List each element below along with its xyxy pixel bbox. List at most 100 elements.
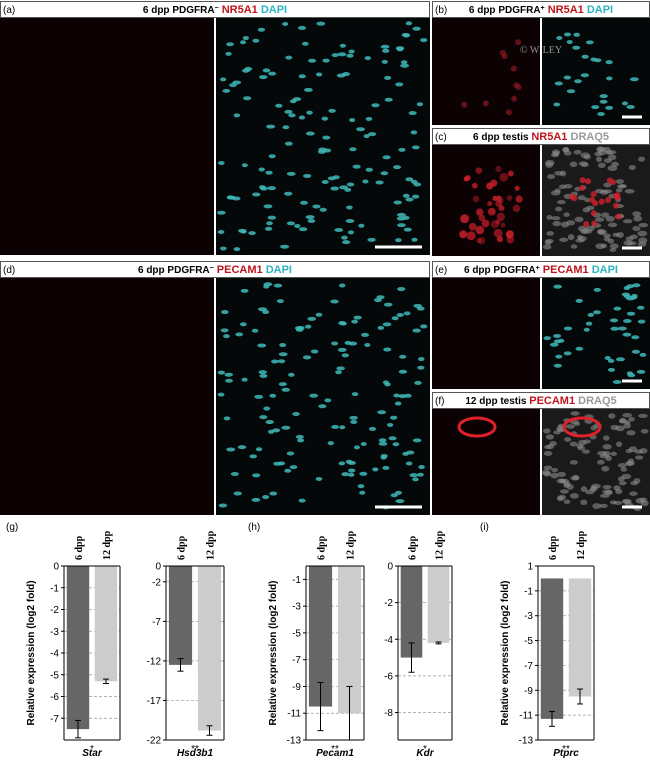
- nucleus: [575, 346, 584, 351]
- x-tick-label: 12 dpp: [206, 530, 217, 560]
- nucleus: [230, 471, 239, 476]
- nucleus: [350, 420, 358, 425]
- nucleus: [613, 306, 622, 311]
- nucleus: [263, 406, 271, 411]
- nucleus: [348, 49, 355, 54]
- cell: [475, 225, 485, 235]
- nucleus: [411, 237, 418, 242]
- nucleus: [403, 311, 411, 316]
- nucleus: [575, 238, 585, 243]
- nucleus: [327, 441, 334, 446]
- y-axis-label: Relative expression (log2 fold): [268, 580, 279, 725]
- nucleus: [623, 422, 632, 429]
- nucleus: [233, 491, 242, 496]
- nucleus: [298, 115, 306, 120]
- nucleus: [267, 186, 276, 191]
- x-axis-label: Ptprc: [553, 748, 579, 759]
- nucleus: [593, 287, 602, 292]
- y-tick-label: -8: [384, 708, 393, 719]
- nucleus: [365, 116, 373, 121]
- nucleus: [252, 38, 260, 43]
- y-tick-label: -9: [524, 686, 533, 697]
- nucleus: [226, 42, 234, 47]
- panel-label: (h): [248, 522, 260, 533]
- cell: [499, 172, 509, 182]
- nucleus: [633, 478, 641, 484]
- nucleus: [284, 191, 293, 196]
- nucleus: [255, 447, 263, 452]
- panel-label: (f): [435, 396, 444, 407]
- nucleus: [233, 113, 241, 118]
- nucleus: [319, 207, 327, 212]
- nucleus: [574, 216, 584, 223]
- nucleus: [233, 247, 241, 252]
- nucleus: [381, 59, 388, 64]
- cell: [501, 53, 508, 60]
- nucleus: [341, 240, 351, 245]
- nucleus: [391, 316, 399, 321]
- nucleus: [604, 355, 611, 360]
- nucleus: [281, 387, 291, 392]
- y-tick-label: -1: [524, 586, 533, 597]
- vessel: [562, 416, 602, 438]
- nucleus: [583, 327, 590, 332]
- nucleus: [627, 458, 635, 463]
- nucleus: [273, 283, 283, 288]
- nucleus: [638, 237, 648, 244]
- nucleus: [242, 36, 249, 41]
- nucleus: [546, 214, 553, 220]
- nucleus: [553, 363, 562, 368]
- title-segment: DAPI: [258, 4, 287, 16]
- nucleus: [601, 465, 610, 472]
- nucleus: [359, 490, 366, 495]
- nucleus: [324, 398, 332, 403]
- nucleus: [292, 412, 300, 417]
- nucleus: [547, 444, 554, 450]
- y-tick-label: -7: [50, 714, 59, 725]
- nucleus: [402, 451, 409, 456]
- y-tick-label: -7: [292, 655, 301, 666]
- nucleus: [388, 436, 397, 441]
- nucleus: [559, 237, 569, 243]
- nucleus: [553, 333, 562, 338]
- nucleus: [553, 430, 561, 435]
- nucleus: [603, 236, 611, 242]
- nucleus: [553, 339, 562, 344]
- nucleus: [630, 295, 638, 300]
- nucleus: [289, 465, 298, 470]
- nucleus: [344, 340, 352, 345]
- nucleus: [298, 227, 308, 232]
- nucleus: [572, 45, 581, 50]
- y-tick-label: -5: [524, 636, 533, 647]
- cell: [476, 208, 484, 216]
- nucleus: [346, 182, 355, 187]
- y-tick-label: -12: [147, 656, 162, 667]
- nucleus: [345, 218, 355, 223]
- bar: [168, 566, 193, 665]
- nucleus: [217, 392, 225, 397]
- nucleus: [312, 204, 321, 209]
- nucleus: [277, 359, 286, 364]
- nucleus: [622, 412, 633, 418]
- nucleus: [380, 44, 390, 49]
- nucleus: [339, 185, 348, 190]
- nucleus: [617, 326, 627, 331]
- nucleus: [556, 478, 566, 484]
- nucleus: [322, 58, 330, 63]
- nucleus: [315, 476, 323, 481]
- nucleus: [372, 467, 379, 472]
- nucleus: [331, 53, 339, 58]
- nucleus: [601, 212, 610, 218]
- nucleus: [393, 200, 402, 205]
- panel-label: (d): [3, 265, 15, 276]
- nucleus: [341, 235, 348, 240]
- nucleus: [265, 170, 273, 175]
- nucleus: [413, 182, 422, 187]
- nucleus: [241, 163, 248, 168]
- nucleus: [596, 228, 605, 235]
- nucleus: [284, 141, 293, 146]
- nucleus: [217, 230, 225, 235]
- nucleus: [573, 421, 581, 426]
- y-tick-label: -5: [292, 628, 301, 639]
- nucleus: [349, 415, 358, 420]
